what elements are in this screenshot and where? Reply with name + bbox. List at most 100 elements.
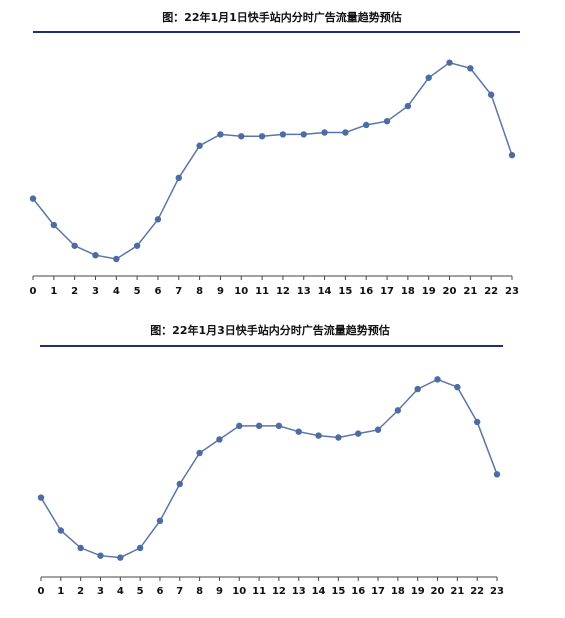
x-tick-label: 10: [234, 286, 248, 297]
x-tick-label: 9: [217, 286, 224, 297]
x-tick-label: 21: [463, 286, 477, 297]
data-point: [300, 131, 307, 138]
x-tick-label: 22: [470, 586, 484, 597]
x-tick-label: 17: [371, 586, 385, 597]
x-tick-label: 20: [443, 286, 457, 297]
x-tick-label: 10: [232, 586, 246, 597]
data-point: [467, 65, 474, 72]
data-point: [236, 422, 243, 430]
data-point: [175, 174, 182, 182]
data-point: [404, 102, 412, 110]
data-point: [97, 552, 104, 559]
x-tick-label: 22: [484, 286, 498, 297]
x-tick-label: 12: [272, 586, 286, 597]
x-tick-label: 15: [338, 286, 352, 297]
chart-1-title: 图：22年1月1日快手站内分时广告流量趋势预估: [162, 10, 402, 24]
data-point: [335, 434, 342, 441]
x-tick-label: 3: [92, 286, 99, 297]
data-point: [473, 418, 481, 426]
x-tick-label: 6: [156, 586, 163, 597]
data-point: [454, 383, 461, 391]
x-tick-label: 7: [175, 286, 182, 297]
data-point: [216, 436, 223, 443]
data-point: [434, 376, 441, 383]
x-tick-label: 7: [176, 586, 183, 597]
x-tick-label: 23: [490, 586, 504, 597]
x-tick-label: 23: [505, 286, 519, 297]
data-point: [315, 432, 322, 439]
x-tick-label: 5: [137, 586, 144, 597]
x-tick-label: 16: [359, 286, 373, 297]
data-point: [342, 129, 349, 136]
x-tick-label: 0: [38, 586, 45, 597]
x-tick-label: 8: [196, 586, 203, 597]
data-point: [321, 129, 328, 136]
x-tick-label: 13: [297, 286, 311, 297]
data-point: [374, 426, 382, 433]
data-point: [508, 151, 516, 159]
x-tick-label: 6: [154, 286, 161, 297]
x-tick-label: 13: [292, 586, 306, 597]
x-tick-label: 11: [252, 586, 266, 597]
data-point: [92, 252, 99, 259]
x-tick-label: 20: [431, 586, 445, 597]
data-point: [133, 242, 141, 249]
chart-jan-3: 图：22年1月3日快手站内分时广告流量趋势预估 0 1 2 3 4 5 6 7 8 9 10 11 12…: [38, 323, 504, 597]
data-point: [29, 195, 37, 202]
data-point: [275, 422, 283, 430]
data-point: [414, 385, 421, 393]
series-line: [32, 61, 513, 260]
x-tick-label: 16: [351, 586, 365, 597]
x-tick-label: 9: [216, 586, 223, 597]
x-tick-label: 14: [318, 286, 332, 297]
data-point: [196, 449, 203, 457]
data-point: [493, 471, 501, 478]
x-tick-label: 5: [134, 286, 141, 297]
data-point: [117, 554, 124, 561]
x-tick-label: 21: [450, 586, 464, 597]
x-tick-label: 18: [401, 286, 415, 297]
x-tick-label: 8: [196, 286, 203, 297]
x-tick-label: 17: [380, 286, 394, 297]
data-point: [154, 216, 162, 223]
x-tick-label: 2: [71, 286, 78, 297]
data-point: [217, 131, 224, 138]
x-tick-label: 19: [422, 286, 436, 297]
x-tick-label: 0: [30, 286, 37, 297]
data-point: [355, 430, 362, 437]
data-point: [258, 133, 266, 140]
data-point: [425, 74, 432, 81]
data-point: [394, 407, 402, 414]
data-point: [255, 422, 263, 430]
data-point: [295, 428, 302, 435]
chart-jan-1: 图：22年1月1日快手站内分时广告流量趋势预估 0 1 2 3 4 5 6 7 8 9 10 11 12…: [30, 10, 520, 297]
x-tick-label: 1: [50, 286, 57, 297]
data-point: [50, 221, 58, 229]
data-point: [77, 544, 84, 552]
x-tick-label: 14: [312, 586, 326, 597]
data-point: [71, 242, 78, 249]
data-point: [176, 480, 183, 488]
chart-2-title: 图：22年1月3日快手站内分时广告流量趋势预估: [150, 323, 390, 337]
data-point: [446, 59, 453, 66]
x-tick-label: 11: [255, 286, 269, 297]
data-point: [196, 142, 203, 149]
data-point: [238, 133, 245, 140]
data-point: [383, 117, 391, 125]
x-tick-label: 4: [117, 586, 124, 597]
x-tick-label: 15: [331, 586, 345, 597]
x-tick-label: 12: [276, 286, 290, 297]
x-tick-label: 18: [391, 586, 405, 597]
x-tick-label: 19: [411, 586, 425, 597]
data-point: [136, 544, 144, 552]
data-point: [156, 517, 164, 525]
data-point: [279, 131, 287, 138]
x-tick-label: 4: [113, 286, 120, 297]
data-point: [487, 91, 495, 98]
x-tick-label: 1: [57, 586, 64, 597]
data-point: [57, 527, 65, 534]
data-point: [113, 255, 120, 263]
x-tick-label: 3: [97, 586, 104, 597]
series-line: [40, 378, 498, 559]
